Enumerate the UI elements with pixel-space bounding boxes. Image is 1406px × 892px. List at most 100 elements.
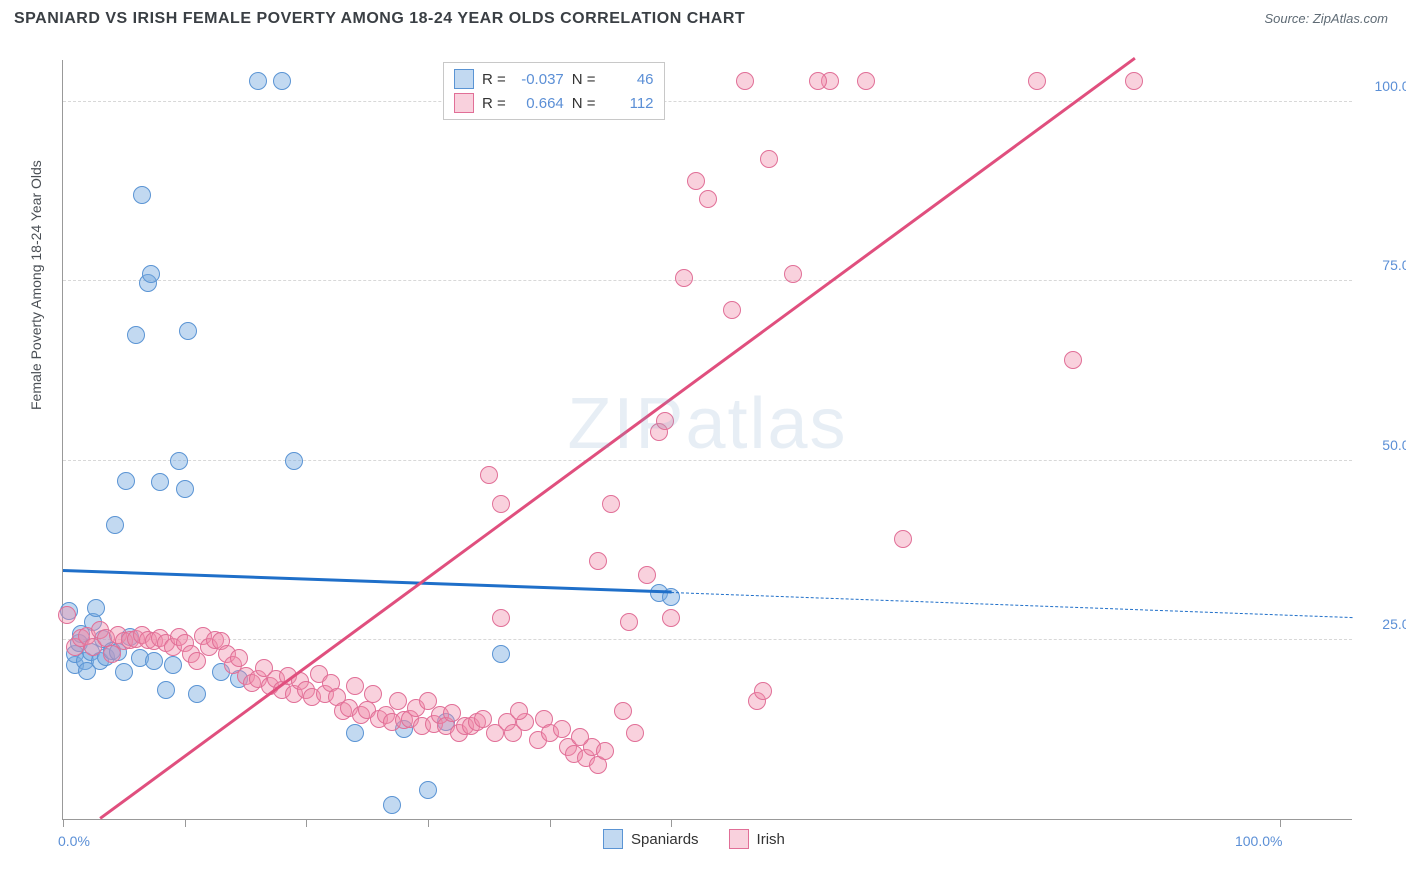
source-attribution: Source: ZipAtlas.com: [1264, 11, 1388, 26]
swatch-spaniards: [603, 829, 623, 849]
data-point: [492, 645, 510, 663]
data-point: [723, 301, 741, 319]
data-point: [230, 649, 248, 667]
data-point: [106, 516, 124, 534]
data-point: [58, 606, 76, 624]
data-point: [760, 150, 778, 168]
data-point: [383, 796, 401, 814]
data-point: [164, 656, 182, 674]
y-tick-label: 25.0%: [1382, 616, 1406, 632]
y-axis-label: Female Poverty Among 18-24 Year Olds: [28, 160, 44, 410]
trend-line: [671, 592, 1353, 618]
swatch-spaniards: [454, 69, 474, 89]
data-point: [346, 724, 364, 742]
data-point: [675, 269, 693, 287]
chart-header: SPANIARD VS IRISH FEMALE POVERTY AMONG 1…: [0, 0, 1406, 34]
stats-row-spaniards: R = -0.037 N = 46: [454, 67, 654, 91]
n-label: N =: [572, 95, 596, 112]
data-point: [249, 72, 267, 90]
data-point: [480, 466, 498, 484]
y-tick-label: 50.0%: [1382, 437, 1406, 453]
data-point: [133, 186, 151, 204]
data-point: [188, 652, 206, 670]
data-point: [784, 265, 802, 283]
y-tick-label: 75.0%: [1382, 257, 1406, 273]
r-value-irish: 0.664: [514, 95, 564, 112]
stats-row-irish: R = 0.664 N = 112: [454, 91, 654, 115]
data-point: [273, 72, 291, 90]
x-tick: [63, 819, 64, 827]
swatch-irish: [729, 829, 749, 849]
data-point: [662, 609, 680, 627]
data-point: [614, 702, 632, 720]
data-point: [492, 495, 510, 513]
y-tick-label: 100.0%: [1375, 78, 1406, 94]
data-point: [626, 724, 644, 742]
n-value-irish: 112: [604, 95, 654, 112]
data-point: [894, 530, 912, 548]
r-label: R =: [482, 71, 506, 88]
data-point: [419, 781, 437, 799]
data-point: [127, 326, 145, 344]
gridline-h: [63, 460, 1352, 461]
plot-area: ZIPatlas R = -0.037 N = 46 R = 0.664 N =…: [62, 60, 1352, 820]
data-point: [656, 412, 674, 430]
data-point: [492, 609, 510, 627]
x-tick-label: 100.0%: [1235, 833, 1282, 849]
data-point: [285, 452, 303, 470]
stats-legend: R = -0.037 N = 46 R = 0.664 N = 112: [443, 62, 665, 120]
data-point: [1125, 72, 1143, 90]
data-point: [510, 702, 528, 720]
data-point: [602, 495, 620, 513]
data-point: [589, 552, 607, 570]
data-point: [364, 685, 382, 703]
data-point: [809, 72, 827, 90]
data-point: [620, 613, 638, 631]
data-point: [142, 265, 160, 283]
n-value-spaniards: 46: [604, 71, 654, 88]
data-point: [389, 692, 407, 710]
data-point: [87, 599, 105, 617]
data-point: [176, 480, 194, 498]
trend-line: [63, 569, 672, 593]
data-point: [179, 322, 197, 340]
data-point: [553, 720, 571, 738]
data-point: [151, 473, 169, 491]
data-point: [687, 172, 705, 190]
x-tick: [306, 819, 307, 827]
data-point: [596, 742, 614, 760]
series-name-spaniards: Spaniards: [631, 831, 699, 848]
x-tick: [550, 819, 551, 827]
gridline-h: [63, 639, 1352, 640]
data-point: [117, 472, 135, 490]
series-legend: Spaniards Irish: [603, 829, 785, 849]
data-point: [857, 72, 875, 90]
data-point: [754, 682, 772, 700]
data-point: [145, 652, 163, 670]
x-tick: [185, 819, 186, 827]
x-tick: [1280, 819, 1281, 827]
data-point: [638, 566, 656, 584]
series-name-irish: Irish: [757, 831, 785, 848]
gridline-h: [63, 101, 1352, 102]
swatch-irish: [454, 93, 474, 113]
data-point: [188, 685, 206, 703]
chart-container: Female Poverty Among 18-24 Year Olds ZIP…: [40, 40, 1390, 880]
chart-title: SPANIARD VS IRISH FEMALE POVERTY AMONG 1…: [14, 10, 745, 28]
data-point: [170, 452, 188, 470]
r-label: R =: [482, 95, 506, 112]
data-point: [1064, 351, 1082, 369]
x-tick: [671, 819, 672, 827]
data-point: [699, 190, 717, 208]
data-point: [571, 728, 589, 746]
legend-item-irish: Irish: [729, 829, 785, 849]
gridline-h: [63, 280, 1352, 281]
data-point: [115, 663, 133, 681]
data-point: [736, 72, 754, 90]
x-tick-label: 0.0%: [58, 833, 90, 849]
data-point: [157, 681, 175, 699]
r-value-spaniards: -0.037: [514, 71, 564, 88]
x-tick: [428, 819, 429, 827]
legend-item-spaniards: Spaniards: [603, 829, 699, 849]
n-label: N =: [572, 71, 596, 88]
